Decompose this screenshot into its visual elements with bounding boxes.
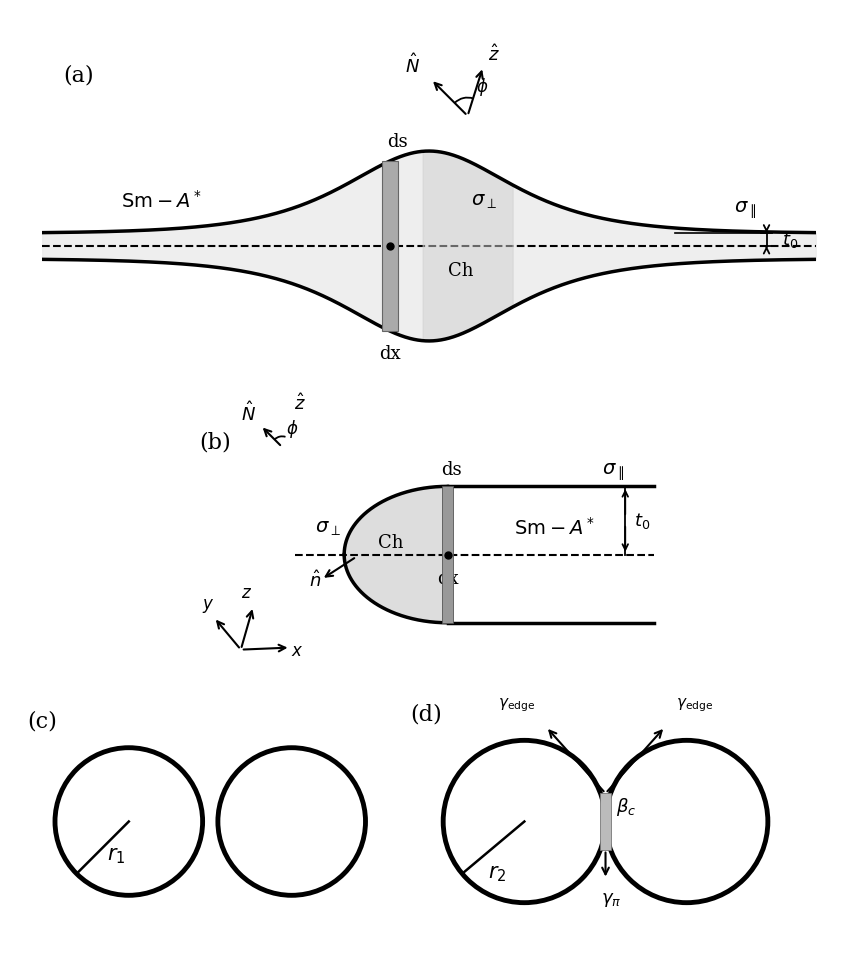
Text: Ch: Ch xyxy=(447,262,473,281)
Text: $\gamma_{\mathrm{edge}}$: $\gamma_{\mathrm{edge}}$ xyxy=(676,696,713,713)
Text: y: y xyxy=(202,594,212,612)
Bar xyxy=(383,161,398,332)
Text: $\hat{z}$: $\hat{z}$ xyxy=(488,44,500,64)
Text: $\gamma_{\mathrm{edge}}$: $\gamma_{\mathrm{edge}}$ xyxy=(498,696,535,713)
Text: $\gamma_\pi$: $\gamma_\pi$ xyxy=(600,890,621,908)
Text: $\sigma_\parallel$: $\sigma_\parallel$ xyxy=(602,461,624,482)
Text: $\hat{n}$: $\hat{n}$ xyxy=(309,569,321,590)
Text: (c): (c) xyxy=(27,710,57,731)
Text: $\hat{N}$: $\hat{N}$ xyxy=(405,53,420,77)
Text: $\hat{z}$: $\hat{z}$ xyxy=(294,393,305,413)
Text: $\mathrm{Sm} - A^*$: $\mathrm{Sm} - A^*$ xyxy=(515,516,595,538)
Text: $r_1$: $r_1$ xyxy=(107,845,125,865)
Text: $\phi$: $\phi$ xyxy=(286,418,299,439)
Text: z: z xyxy=(241,583,250,602)
Text: (a): (a) xyxy=(63,64,94,86)
Text: $r_2$: $r_2$ xyxy=(488,863,506,883)
Text: $\sigma_\parallel$: $\sigma_\parallel$ xyxy=(734,199,756,221)
Polygon shape xyxy=(344,487,447,623)
Text: ds: ds xyxy=(387,133,408,151)
Text: $\sigma_\perp$: $\sigma_\perp$ xyxy=(471,191,497,210)
Text: (b): (b) xyxy=(199,431,231,453)
Text: $\sigma_\perp$: $\sigma_\perp$ xyxy=(315,519,341,537)
Text: $t_0$: $t_0$ xyxy=(634,511,651,530)
Text: $t_0$: $t_0$ xyxy=(782,230,798,250)
Text: dx: dx xyxy=(379,345,401,362)
Bar xyxy=(600,794,611,850)
Text: (d): (d) xyxy=(410,702,442,725)
Text: x: x xyxy=(292,641,302,659)
Text: $\hat{N}$: $\hat{N}$ xyxy=(241,401,256,424)
Text: ds: ds xyxy=(442,460,462,479)
Text: $\phi$: $\phi$ xyxy=(476,76,489,98)
Text: $\mathrm{Sm} - A^*$: $\mathrm{Sm} - A^*$ xyxy=(121,190,202,212)
Bar xyxy=(442,487,453,623)
Text: Ch: Ch xyxy=(378,533,404,552)
Text: $\beta_c$: $\beta_c$ xyxy=(616,796,637,818)
Text: dx: dx xyxy=(436,570,458,587)
